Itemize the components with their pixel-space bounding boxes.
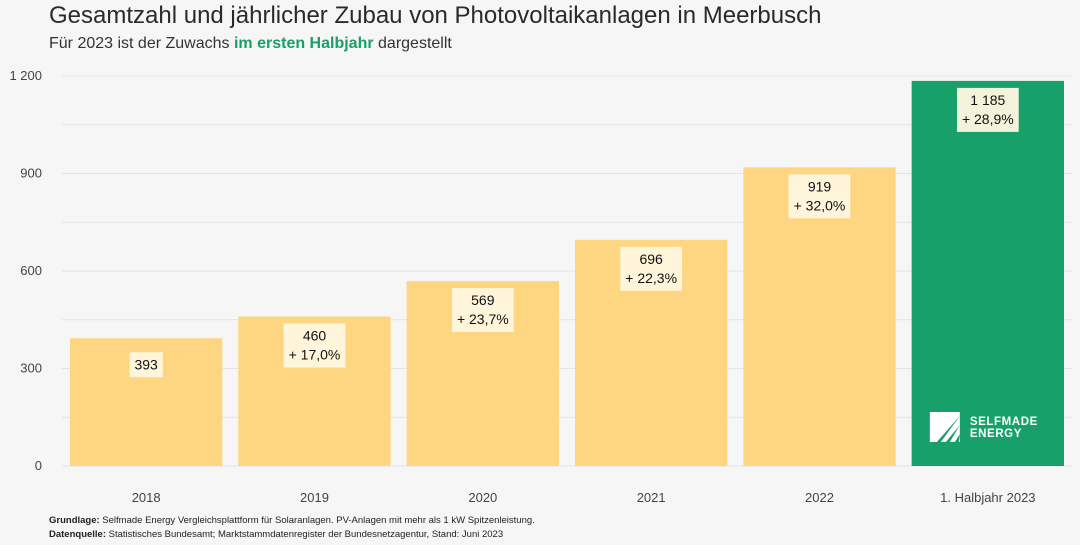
y-tick-label: 300 (20, 361, 42, 376)
value-label-box (956, 87, 1019, 132)
chart-subtitle: Für 2023 ist der Zuwachs im ersten Halbj… (49, 35, 452, 53)
value-label-total: 696 (639, 251, 663, 267)
value-label-box (620, 246, 683, 291)
value-label-box (788, 174, 851, 219)
x-tick-label: 2018 (132, 490, 161, 505)
value-label-box (129, 352, 163, 378)
value-label-growth: + 28,9% (962, 111, 1014, 127)
value-label-growth: + 17,0% (289, 347, 341, 363)
y-tick-label: 600 (20, 263, 42, 278)
bars (69, 80, 1065, 466)
x-tick-label: 2022 (805, 490, 834, 505)
value-label: 393 (129, 352, 163, 378)
value-label-growth: + 32,0% (794, 197, 846, 213)
footnote-basis-label: Grundlage: (49, 515, 100, 526)
value-label-total: 1 185 (970, 92, 1005, 108)
grid-lines (62, 75, 1072, 467)
chart-title: Gesamtzahl und jährlicher Zubau von Phot… (49, 2, 822, 29)
subtitle-prefix: Für 2023 ist der Zuwachs (49, 35, 234, 52)
y-tick-label: 0 (35, 458, 42, 473)
value-label: 696 + 22,3% (620, 246, 683, 291)
y-tick-label: 1 200 (9, 68, 42, 83)
value-label-total: 393 (134, 356, 158, 372)
value-label-box (451, 288, 514, 333)
logo-text: ENERGY (970, 428, 1022, 440)
footnote-source: Datenquelle: Statistisches Bundesamt; Ma… (49, 529, 503, 540)
logo-text: SELFMADE (970, 416, 1038, 428)
footnote-source-text: Statistisches Bundesamt; Marktstammdaten… (106, 529, 504, 540)
subtitle-highlight: im ersten Halbjahr (233, 35, 374, 52)
value-label-total: 919 (808, 178, 832, 194)
value-label: 919 + 32,0% (788, 174, 851, 219)
x-tick-label: 2021 (637, 490, 666, 505)
value-label-growth: + 22,3% (625, 270, 677, 286)
value-label: 1 185 + 28,9% (956, 87, 1019, 132)
subtitle-suffix: dargestellt (373, 35, 452, 52)
value-label-total: 460 (303, 328, 327, 344)
value-label: 460 + 17,0% (283, 323, 346, 368)
bar-labels: 393 460 + 17,0% 569 + 23,7% 696 + 22,3% 919 + 32… (129, 87, 1019, 378)
logo-stripes-icon (929, 412, 960, 442)
x-tick-label: 2019 (300, 490, 329, 505)
footnote-basis: Grundlage: Selfmade Energy Vergleichspla… (49, 515, 535, 526)
value-label-growth: + 23,7% (457, 311, 509, 327)
value-label: 569 + 23,7% (451, 288, 514, 333)
x-tick-label: 1. Halbjahr 2023 (940, 490, 1035, 505)
value-label-total: 569 (471, 292, 495, 308)
footnote-basis-text: Selfmade Energy Vergleichsplattform für … (99, 515, 535, 526)
footnote-source-label: Datenquelle: (49, 529, 107, 540)
bar-1-halbjahr-2023 (911, 80, 1065, 466)
x-tick-label: 2020 (468, 490, 497, 505)
value-label-box (283, 323, 346, 368)
axes: 0 300 600 900 1 200 2018 2019 2020 2021 2022 1. Ha… (9, 68, 1035, 505)
y-tick-label: 900 (20, 166, 42, 181)
